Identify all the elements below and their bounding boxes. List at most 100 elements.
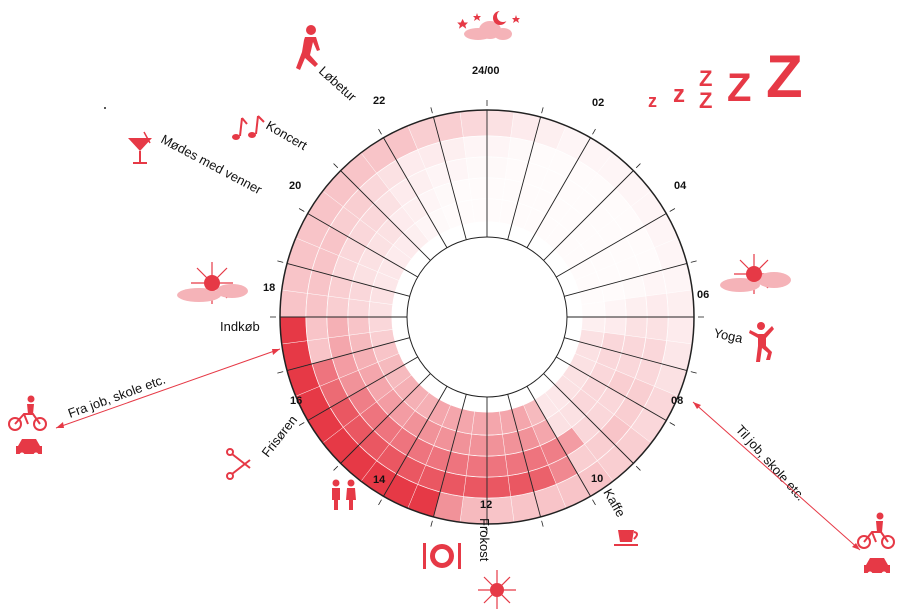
- hour-label-22: 22: [373, 95, 385, 107]
- hour-spoke: [564, 262, 688, 297]
- hour-tick: [430, 520, 433, 527]
- bike-car-icon-left: [8, 395, 47, 458]
- people-icon: [332, 479, 356, 510]
- label-lunch: Frokost: [477, 518, 492, 562]
- hour-tick: [690, 260, 697, 263]
- stray-dot: [104, 107, 106, 109]
- ring-2-segment: [326, 295, 350, 318]
- hour-spoke: [340, 170, 431, 261]
- hour-tick: [378, 128, 382, 135]
- hour-spoke: [556, 356, 667, 421]
- hour-tick: [635, 163, 641, 169]
- ring-2-segment: [486, 156, 509, 180]
- ring-3-segment: [486, 177, 506, 201]
- label-concert: Koncert: [264, 118, 311, 154]
- hour-spokes: [280, 110, 694, 524]
- sleep-z-5: Z: [727, 66, 751, 110]
- hour-spoke: [507, 394, 542, 518]
- coffee-cup-icon: [614, 530, 638, 546]
- hour-spoke: [432, 116, 467, 240]
- outer-ticks: [270, 100, 704, 534]
- commute-arrow-right: [692, 401, 861, 551]
- ring-1-segment: [486, 475, 511, 499]
- hour-label-14: 14: [373, 474, 386, 486]
- hour-tick: [378, 499, 382, 506]
- hour-tick: [298, 208, 305, 212]
- ring-0-segment: [666, 289, 695, 318]
- sleep-z-4: Z: [699, 88, 712, 113]
- ring-1-segment: [463, 475, 488, 499]
- hour-tick: [690, 371, 697, 374]
- hour-spoke: [340, 373, 431, 464]
- hour-tick: [541, 520, 544, 527]
- label-shopping: Indkøb: [220, 319, 260, 334]
- hour-tick: [333, 465, 339, 471]
- hour-spoke: [564, 337, 688, 372]
- hour-tick: [592, 499, 596, 506]
- label-running: Løbetur: [316, 63, 360, 105]
- hour-label-02: 02: [592, 97, 604, 109]
- label-yoga: Yoga: [712, 325, 744, 346]
- yoga-icon: [749, 322, 774, 362]
- ring-3-segment: [347, 298, 371, 318]
- hour-spoke: [543, 170, 634, 261]
- hour-spoke: [526, 386, 591, 497]
- sleep-z-3: Z: [699, 66, 712, 91]
- hour-tick: [541, 107, 544, 114]
- sleep-z-6: Z: [766, 43, 803, 110]
- sleep-z-icon: z z Z Z Z Z: [648, 43, 803, 113]
- ring-3-segment: [468, 433, 488, 457]
- ring-0-segment: [486, 109, 515, 138]
- ring-2-segment: [624, 295, 648, 318]
- hour-tick: [669, 422, 676, 426]
- hour-label-16: 16: [290, 395, 302, 407]
- ring-0-segment: [666, 316, 695, 345]
- inner-circle: [406, 236, 568, 398]
- label-to-work: Til job, skole etc.: [733, 422, 809, 504]
- hour-tick: [277, 260, 284, 263]
- hour-spoke: [432, 394, 467, 518]
- bike-car-icon-right: [857, 512, 895, 577]
- label-meet-friends: Mødes med venner: [159, 131, 266, 197]
- ring-0-segment: [279, 316, 308, 345]
- sleep-z-2: z: [673, 81, 685, 108]
- hour-tick: [277, 371, 284, 374]
- ring-1-segment: [645, 293, 669, 318]
- sleep-z-1: z: [648, 91, 657, 111]
- hour-tick: [333, 163, 339, 169]
- hour-label-08: 08: [671, 395, 683, 407]
- hour-tick: [635, 465, 641, 471]
- ring-2-segment: [465, 156, 488, 180]
- hour-spoke: [307, 356, 418, 421]
- ring-3-segment: [347, 316, 371, 336]
- hour-spoke: [543, 373, 634, 464]
- hour-spoke: [383, 386, 448, 497]
- hour-spoke: [286, 337, 410, 372]
- hour-spoke: [383, 137, 448, 248]
- hour-spoke: [507, 116, 542, 240]
- hour-spoke: [286, 262, 410, 297]
- ring-2-segment: [326, 316, 350, 339]
- ring-1-segment: [645, 316, 669, 341]
- midday-sun-icon: [478, 570, 516, 609]
- ring-0-segment: [459, 109, 488, 138]
- hour-label-04: 04: [674, 180, 687, 192]
- hour-label-06: 06: [697, 289, 709, 301]
- label-hairdresser: Frisøren: [259, 412, 301, 459]
- ring-1-segment: [305, 293, 329, 318]
- ring-3-segment: [603, 298, 627, 318]
- label-from-work: Fra job, skole etc.: [66, 372, 168, 421]
- hour-spoke: [307, 213, 418, 278]
- hour-spoke: [526, 137, 591, 248]
- hour-label-20: 20: [289, 180, 301, 192]
- sun-cloud-icon-evening: [177, 262, 248, 304]
- night-cloud-moon-icon: [457, 10, 520, 40]
- ring-3-segment: [468, 177, 488, 201]
- ring-3-segment: [486, 433, 506, 457]
- hour-tick: [298, 422, 305, 426]
- sun-cloud-icon-morning: [720, 254, 791, 294]
- ring-1-segment: [463, 135, 488, 159]
- hour-spoke: [556, 213, 667, 278]
- ring-2-segment: [486, 454, 509, 478]
